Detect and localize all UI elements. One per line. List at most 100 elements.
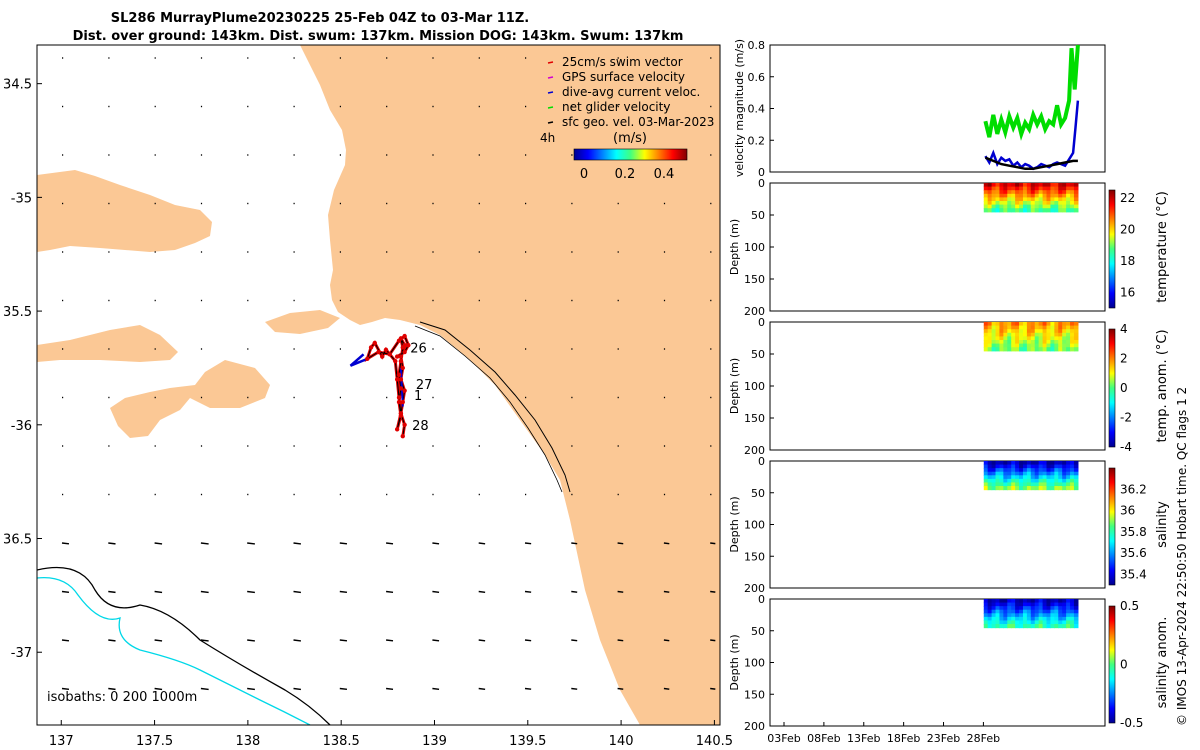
current-vector	[61, 687, 70, 691]
section-cell	[1066, 322, 1071, 327]
section-ytick-label: 0	[758, 455, 765, 468]
section-cell	[987, 468, 993, 473]
section-cell	[1062, 336, 1067, 341]
map-xtick-label: 137.5	[136, 734, 173, 749]
section-cell	[987, 336, 993, 341]
track-day-label: 28	[412, 419, 429, 434]
track-point	[394, 377, 400, 382]
section-cell	[991, 325, 997, 330]
section-cell	[1073, 616, 1079, 622]
title-line-2: Dist. over ground: 143km. Dist. swum: 13…	[73, 29, 684, 44]
section-cell	[1038, 464, 1044, 469]
section-cell	[1003, 478, 1008, 484]
coast-isobath-inner	[414, 325, 563, 493]
track-point	[400, 365, 405, 371]
section-cell	[1054, 201, 1059, 206]
current-vector	[108, 687, 116, 691]
section-cell	[987, 201, 993, 206]
current-vector	[432, 590, 440, 593]
section-cell	[1038, 329, 1044, 334]
section-cell	[1058, 624, 1063, 629]
section-cell	[1066, 197, 1071, 202]
section-cell	[987, 332, 993, 337]
section-cell	[1022, 190, 1028, 195]
current-vector	[293, 687, 302, 691]
section-cell	[1011, 190, 1016, 195]
section-cell	[1011, 624, 1016, 629]
section-cell	[1042, 340, 1048, 345]
section-cell	[1034, 204, 1040, 209]
section-cell	[1015, 486, 1020, 491]
section-cell	[1066, 471, 1071, 476]
section-cell	[1038, 486, 1044, 491]
section-cell	[1054, 193, 1059, 198]
section-cell	[991, 475, 997, 480]
section-cell	[991, 329, 997, 334]
section-cell	[991, 186, 997, 191]
section-cell	[1007, 624, 1012, 629]
section-cell	[1046, 602, 1052, 607]
section-cell	[1050, 332, 1055, 337]
section-cell	[1026, 343, 1032, 348]
section-cbar-tick-label: 20	[1120, 222, 1135, 236]
section-cell	[999, 183, 1004, 188]
section-cell	[1034, 190, 1040, 195]
section-cell	[1073, 482, 1079, 487]
section-cell	[1046, 468, 1052, 473]
section-cell	[1011, 186, 1016, 191]
section-cell	[1050, 620, 1055, 625]
section-cell	[1015, 620, 1020, 625]
current-vector	[617, 590, 624, 593]
section-cell	[1007, 186, 1012, 191]
section-cell	[1022, 471, 1028, 476]
section-cell	[1003, 322, 1008, 327]
section-cell	[1003, 609, 1008, 614]
current-vector	[61, 590, 70, 594]
section-cell	[999, 197, 1004, 202]
section-cell	[995, 201, 1001, 206]
section-cell	[1019, 329, 1024, 334]
track-point	[406, 343, 411, 348]
section-cell	[1062, 478, 1067, 484]
section-cell	[1073, 347, 1079, 352]
section-cell	[1022, 624, 1028, 629]
section-cbar-label: temp. anom. (°C)	[1155, 329, 1170, 442]
section-cell	[1019, 486, 1024, 491]
section-cell	[1034, 624, 1040, 629]
section-cell	[1050, 343, 1055, 348]
section-cell	[1054, 204, 1059, 209]
section-cell	[1042, 471, 1048, 476]
section-cell	[1042, 336, 1048, 341]
section-cell	[991, 197, 997, 202]
section-cell	[1058, 197, 1063, 202]
section-cell	[991, 478, 997, 484]
section-cell	[991, 599, 997, 604]
section-cell	[983, 193, 989, 198]
section-cell	[1046, 186, 1052, 191]
map-ytick-label: 36.5	[3, 533, 32, 548]
section-cell	[1042, 201, 1048, 206]
section-cell	[1062, 482, 1067, 487]
section-cell	[1054, 475, 1059, 480]
section-cell	[995, 186, 1001, 191]
section-cell	[999, 464, 1004, 469]
section-cell	[1058, 616, 1063, 622]
section-cell	[1034, 599, 1040, 604]
track-point	[402, 422, 407, 427]
section-cell	[1022, 461, 1028, 466]
velocity-ylabel: velocity magnitude (m/s)	[733, 39, 746, 177]
section-cell	[1066, 602, 1071, 607]
section-cell	[1011, 613, 1016, 618]
section-cell	[983, 204, 989, 209]
section-cell	[999, 201, 1004, 206]
section-cell	[1022, 183, 1028, 188]
section-cell	[991, 193, 997, 198]
section-cell	[1058, 322, 1063, 327]
section-ylabel: Depth (m)	[728, 358, 741, 414]
section-cell	[1026, 471, 1032, 476]
section-cell	[1030, 193, 1036, 198]
section-cell	[987, 609, 993, 614]
section-cell	[1011, 475, 1016, 480]
current-vector	[200, 687, 209, 691]
section-cell	[1007, 616, 1012, 622]
